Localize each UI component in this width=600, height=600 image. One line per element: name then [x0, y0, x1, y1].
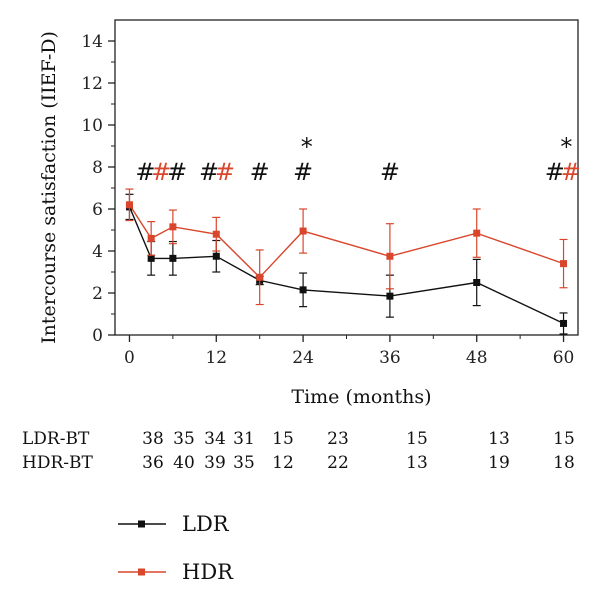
data-point — [169, 254, 177, 262]
hash-marker: # — [215, 158, 235, 186]
data-point — [386, 252, 394, 260]
series-line-ldr — [128, 206, 564, 325]
n-row-value: 35 — [233, 453, 255, 473]
n-row-value: 23 — [327, 429, 349, 449]
n-row-value: 40 — [173, 453, 195, 473]
series-layer — [125, 188, 568, 335]
legend-label-hdr: HDR — [182, 560, 234, 584]
data-point — [212, 252, 220, 260]
n-row-value: 34 — [204, 429, 226, 449]
data-point — [212, 230, 220, 238]
n-row-value: 22 — [327, 453, 349, 473]
n-row-value: 19 — [488, 453, 510, 473]
hash-marker: # — [167, 158, 187, 186]
data-point — [147, 254, 155, 262]
n-row-value: 12 — [272, 453, 294, 473]
data-point — [125, 201, 133, 209]
n-row-value: 31 — [233, 429, 255, 449]
y-tick-label: 0 — [92, 326, 103, 346]
n-row-value: 15 — [553, 429, 575, 449]
y-tick-label: 12 — [81, 74, 103, 94]
hash-marker: # — [545, 158, 565, 186]
x-axis-title: Time (months) — [291, 386, 431, 408]
n-row-value: 38 — [142, 429, 164, 449]
data-point — [299, 286, 307, 294]
y-tick-label: 10 — [81, 116, 103, 136]
y-tick-label: 4 — [92, 242, 103, 262]
data-point — [473, 279, 481, 286]
data-point — [560, 319, 568, 327]
x-tick-label: 12 — [205, 348, 227, 368]
series-ldr — [125, 193, 568, 335]
n-row-value: 15 — [272, 429, 294, 449]
y-tick-label: 6 — [92, 200, 103, 220]
x-tick-label: 48 — [466, 348, 488, 368]
asterisk-marker: * — [560, 133, 572, 161]
data-point — [386, 292, 394, 300]
x-tick-label: 36 — [379, 348, 401, 368]
n-row-value: 35 — [173, 429, 195, 449]
hash-marker: # — [199, 158, 219, 186]
data-point — [299, 227, 307, 235]
n-row-label: HDR-BT — [22, 453, 93, 473]
n-row-value: 15 — [406, 429, 428, 449]
x-tick-label: 60 — [553, 348, 575, 368]
n-row-value: 36 — [142, 453, 164, 473]
data-point — [473, 229, 481, 237]
hash-marker: # — [561, 158, 581, 186]
hash-marker: # — [151, 158, 171, 186]
hash-marker: # — [293, 158, 313, 186]
x-tick-label: 24 — [292, 348, 314, 368]
n-row-value: 18 — [553, 453, 575, 473]
hash-marker: # — [135, 158, 155, 186]
hash-marker: # — [380, 158, 400, 186]
y-tick-label: 8 — [92, 158, 103, 178]
legend-label-ldr: LDR — [182, 512, 230, 536]
hash-marker: # — [250, 158, 270, 186]
series-hdr — [125, 188, 568, 306]
legend: LDR HDR — [118, 512, 234, 584]
n-row-value: 39 — [204, 453, 226, 473]
significance-markers: ### ## # #*# ##* — [135, 133, 580, 186]
asterisk-marker: * — [301, 133, 313, 161]
legend-marker-hdr — [138, 568, 145, 576]
data-point — [256, 273, 264, 281]
n-row-value: 13 — [488, 429, 510, 449]
data-point — [560, 260, 568, 268]
data-point — [147, 234, 155, 242]
data-point — [169, 223, 177, 231]
n-row-label: LDR-BT — [22, 429, 90, 449]
y-tick-label: 14 — [81, 32, 103, 52]
legend-marker-ldr — [138, 520, 145, 528]
x-tick-label: 0 — [124, 348, 135, 368]
n-row-value: 13 — [406, 453, 428, 473]
y-axis-title: Intercourse satisfaction (IIEF-D) — [38, 31, 60, 344]
n-at-risk-table: LDR-BT 38 35 34 31 15 23 15 13 15 HDR-BT 36 40 39 35 12… — [22, 429, 575, 473]
y-tick-label: 2 — [92, 284, 103, 304]
series-line-hdr — [128, 204, 564, 279]
